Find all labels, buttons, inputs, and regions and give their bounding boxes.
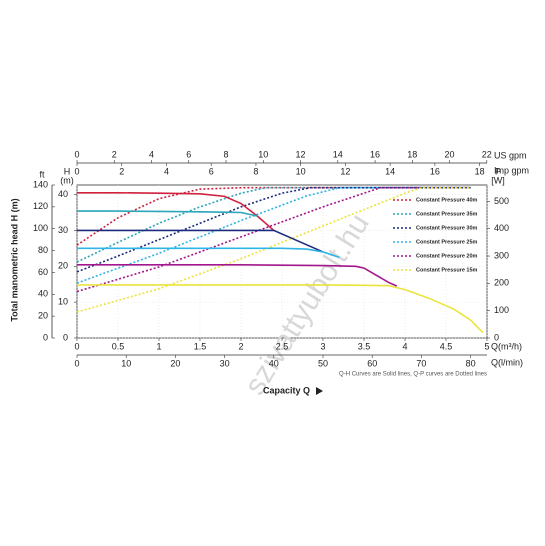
x-tick-label: 2.5 bbox=[276, 341, 289, 351]
lpm-tick-label: 0 bbox=[74, 358, 79, 368]
ft-tick-label: 120 bbox=[33, 201, 48, 211]
lpm-tick-label: 10 bbox=[121, 358, 131, 368]
x-tick-label: 1 bbox=[156, 341, 161, 351]
lpm-tick-label: 70 bbox=[416, 358, 426, 368]
usgpm-tick-label: 14 bbox=[333, 149, 343, 159]
qp-curve bbox=[76, 186, 471, 313]
legend-label: Constant Pressure 40m bbox=[416, 197, 478, 203]
x-tick-label: 3 bbox=[320, 341, 325, 351]
x-tick-label: 0 bbox=[74, 341, 79, 351]
qh-curve bbox=[77, 247, 340, 259]
axis-title: Total manometric head H (m) bbox=[9, 198, 19, 321]
y-label: H bbox=[64, 166, 71, 176]
impgpm-tick-label: 16 bbox=[430, 166, 440, 176]
usgpm-tick-label: 18 bbox=[407, 149, 417, 159]
impgpm-tick-label: 18 bbox=[475, 166, 485, 176]
ft-tick-label: 100 bbox=[33, 223, 48, 233]
lpm-tick-label: 30 bbox=[220, 358, 230, 368]
usgpm-tick-label: 16 bbox=[370, 149, 380, 159]
ft-tick-label: 20 bbox=[38, 311, 48, 321]
x-tick-label: 3.5 bbox=[358, 341, 371, 351]
qh-curve bbox=[77, 264, 398, 287]
x-tick-label: 4.5 bbox=[440, 341, 453, 351]
usgpm-tick-label: 12 bbox=[296, 149, 306, 159]
y2-tick-label: 0 bbox=[494, 332, 499, 342]
x-title: Capacity Q bbox=[263, 385, 310, 395]
impgpm-label: Imp gpm bbox=[494, 165, 529, 175]
qh-curve bbox=[77, 284, 484, 334]
usgpm-tick-label: 10 bbox=[258, 149, 268, 159]
y-tick-label: 10 bbox=[58, 297, 68, 307]
y2-tick-label: 300 bbox=[494, 250, 509, 260]
y-tick-label: 30 bbox=[58, 225, 68, 235]
impgpm-tick-label: 12 bbox=[340, 166, 350, 176]
x-tick-label: 1.5 bbox=[194, 341, 207, 351]
legend-label: Constant Pressure 35m bbox=[416, 211, 478, 217]
legend-label: Constant Pressure 30m bbox=[416, 225, 478, 231]
qp-curve bbox=[76, 186, 471, 284]
lpm-tick-label: 40 bbox=[269, 358, 279, 368]
qp-curve bbox=[76, 186, 471, 246]
qh-curve bbox=[77, 191, 275, 232]
y-tick-label: 20 bbox=[58, 261, 68, 271]
ft-tick-label: 40 bbox=[38, 289, 48, 299]
lpm-tick-label: 20 bbox=[170, 358, 180, 368]
y2-label: P bbox=[495, 166, 501, 176]
qp-curve bbox=[76, 186, 471, 293]
impgpm-tick-label: 0 bbox=[74, 166, 79, 176]
y2-tick-label: 500 bbox=[494, 196, 509, 206]
usgpm-tick-label: 22 bbox=[482, 149, 492, 159]
note: Q-H Curves are Solid lines, Q-P curves a… bbox=[339, 372, 487, 378]
ft-tick-label: 60 bbox=[38, 267, 48, 277]
impgpm-tick-label: 8 bbox=[253, 166, 258, 176]
lpm-label: Q(l/min) bbox=[491, 357, 523, 367]
qh-curve bbox=[77, 210, 258, 217]
impgpm-tick-label: 14 bbox=[385, 166, 395, 176]
lpm-tick-label: 60 bbox=[367, 358, 377, 368]
ft-tick-label: 140 bbox=[33, 179, 48, 189]
x-tick-label: 0.5 bbox=[112, 341, 125, 351]
qp-curve bbox=[76, 186, 471, 263]
usgpm-tick-label: 6 bbox=[186, 149, 191, 159]
impgpm-tick-label: 10 bbox=[296, 166, 306, 176]
ft-label: ft bbox=[39, 169, 45, 179]
arrow bbox=[316, 387, 323, 395]
y-tick-label: 40 bbox=[58, 189, 68, 199]
y2-tick-label: 100 bbox=[494, 305, 509, 315]
usgpm-tick-label: 20 bbox=[445, 149, 455, 159]
x-tick-label: 4 bbox=[402, 341, 407, 351]
lpm-tick-label: 50 bbox=[318, 358, 328, 368]
y2-tick-label: 400 bbox=[494, 223, 509, 233]
ft-tick-label: 80 bbox=[38, 245, 48, 255]
legend-label: Constant Pressure 25m bbox=[416, 239, 478, 245]
usgpm-tick-label: 8 bbox=[224, 149, 229, 159]
lpm-tick-label: 80 bbox=[466, 358, 476, 368]
x-label: Q(m³/h) bbox=[491, 341, 522, 351]
qh-curve bbox=[77, 229, 324, 253]
legend-label: Constant Pressure 15m bbox=[416, 267, 478, 273]
usgpm-label: US gpm bbox=[494, 150, 527, 160]
x-tick-label: 2 bbox=[238, 341, 243, 351]
ft-tick-label: 0 bbox=[43, 332, 48, 342]
y2-label: [W] bbox=[491, 175, 505, 185]
impgpm-tick-label: 6 bbox=[209, 166, 214, 176]
usgpm-tick-label: 0 bbox=[74, 149, 79, 159]
y-label: (m) bbox=[60, 175, 74, 185]
x-tick-label: 5 bbox=[484, 341, 489, 351]
y2-tick-label: 200 bbox=[494, 278, 509, 288]
impgpm-tick-label: 2 bbox=[119, 166, 124, 176]
impgpm-tick-label: 4 bbox=[164, 166, 169, 176]
legend-label: Constant Pressure 20m bbox=[416, 253, 478, 259]
usgpm-tick-label: 2 bbox=[112, 149, 117, 159]
y-tick-label: 0 bbox=[63, 332, 68, 342]
usgpm-tick-label: 4 bbox=[149, 149, 154, 159]
